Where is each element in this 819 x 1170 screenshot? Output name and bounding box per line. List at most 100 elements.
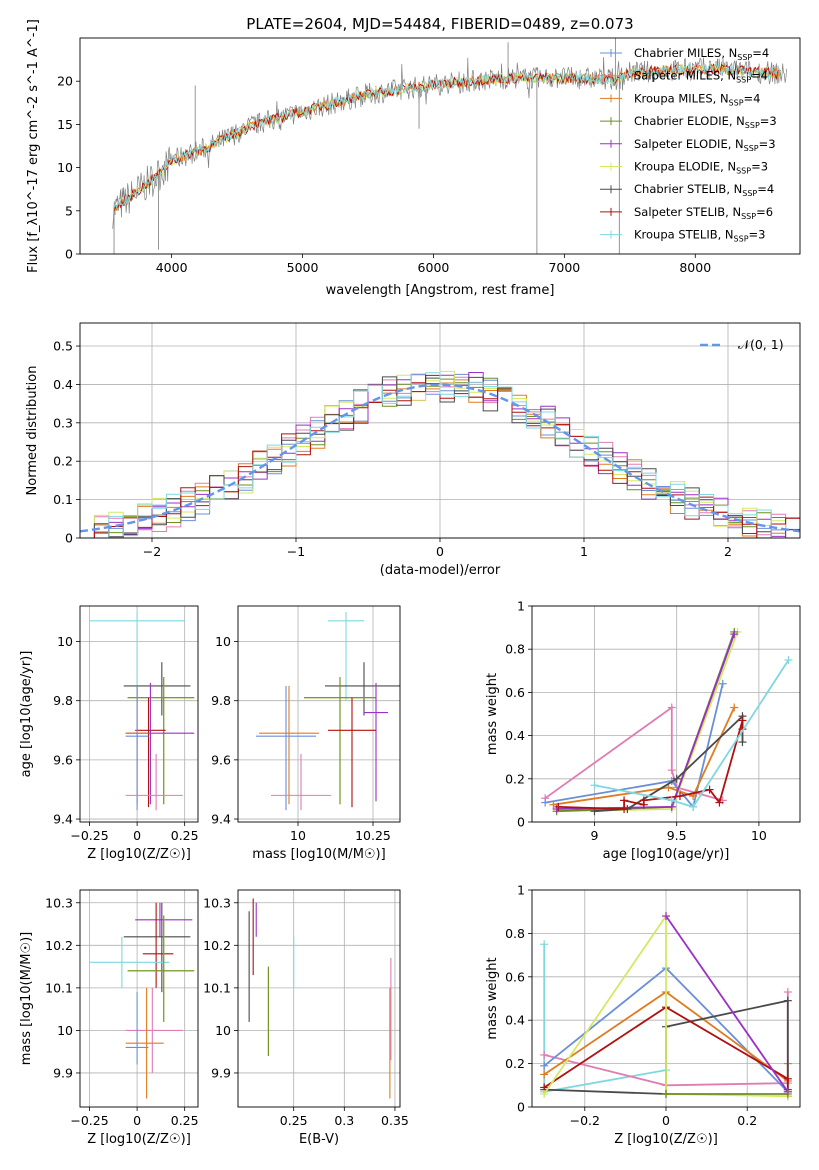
x-tick-label: 0.25 bbox=[280, 1113, 308, 1128]
axes-age_vs_Z: −0.25 0 0.25 9.4 9.6 9.8 10 Z [log10(Z/Z☉)] age … bbox=[19, 605, 199, 862]
axes-residuals: −2 −1 0 1 2 0 0.1 0.2 0.3 0.4 0.5 (data-model)/erro… bbox=[25, 322, 801, 578]
x-tick-label: 9 bbox=[591, 828, 599, 843]
series-line-kroupa_elodie bbox=[543, 913, 788, 1098]
x-tick-label: −0.2 bbox=[570, 1113, 600, 1128]
y-tick-label: 1 bbox=[517, 883, 525, 898]
plot-area-age_vs_Z bbox=[89, 611, 195, 811]
axes-frame bbox=[237, 889, 401, 1108]
plot-area-mass_vs_Z bbox=[89, 902, 195, 1099]
y-tick-label: 10 bbox=[57, 634, 73, 649]
y-tick-label: 9.9 bbox=[53, 1065, 73, 1080]
legend-subscript: SSP bbox=[744, 144, 759, 153]
axes-mass_weight_vs_age: 9 9.5 10 0 0.2 0.4 0.6 0.8 1 age [log10(age/yr)] m… bbox=[485, 599, 801, 862]
x-axis-label: wavelength [Angstrom, rest frame] bbox=[326, 283, 555, 298]
y-tick-label: 10.1 bbox=[203, 980, 231, 995]
y-tick-label: 9.4 bbox=[53, 812, 73, 827]
x-tick-label: −0.25 bbox=[70, 1113, 108, 1128]
series-line-kroupa_stelib bbox=[594, 659, 790, 808]
x-tick-label: −0.25 bbox=[70, 828, 108, 843]
x-tick-label: 10.25 bbox=[355, 828, 391, 843]
legend-label: Salpeter ELODIE, NSSP=3 bbox=[634, 137, 776, 153]
normal-curve bbox=[80, 383, 800, 533]
x-axis-label: E(B-V) bbox=[299, 1132, 339, 1147]
x-tick-label: 0 bbox=[662, 1113, 670, 1128]
x-tick-label: 0.25 bbox=[171, 1113, 199, 1128]
y-tick-label: 9.8 bbox=[53, 693, 73, 708]
y-tick-label: 15 bbox=[57, 117, 73, 132]
plot-area-residuals bbox=[80, 370, 800, 538]
y-tick-label: 10 bbox=[215, 634, 231, 649]
y-tick-label: 0 bbox=[65, 531, 73, 546]
axes-age_vs_mass: 10 10.25 9.4 9.6 9.8 10 mass [log10(M/M☉)] bbox=[211, 605, 401, 862]
axes-frame bbox=[79, 37, 801, 255]
y-tick-label: 9.6 bbox=[211, 752, 231, 767]
y-axis-label: Normed distribution bbox=[25, 366, 40, 496]
series-line-kroupa_miles bbox=[553, 707, 736, 806]
axes-frame bbox=[531, 605, 801, 823]
grid-mass_weight_vs_age bbox=[532, 605, 800, 823]
x-tick-label: 9.5 bbox=[667, 828, 687, 843]
x-tick-label: −1 bbox=[287, 544, 305, 559]
plot-area-mass_weight_vs_age bbox=[541, 627, 793, 816]
legend-subscript: SSP bbox=[734, 235, 749, 244]
y-tick-label: 0.8 bbox=[505, 926, 525, 941]
y-tick-label: 5 bbox=[65, 203, 73, 218]
x-axis-label: mass [log10(M/M☉)] bbox=[252, 847, 385, 862]
legend-subscript: SSP bbox=[745, 121, 760, 130]
y-tick-label: 10 bbox=[57, 1023, 73, 1038]
legend-subscript: SSP bbox=[736, 76, 751, 85]
grid-mass_vs_Z bbox=[80, 890, 198, 1107]
y-tick-label: 10 bbox=[57, 160, 73, 175]
legend-label: 𝒩(0, 1) bbox=[738, 337, 784, 352]
legend-rest: =4 bbox=[751, 69, 768, 83]
y-axis-label: mass weight bbox=[485, 673, 500, 755]
legend-rest: =3 bbox=[760, 114, 777, 128]
y-tick-label: 9.4 bbox=[211, 812, 231, 827]
x-tick-label: 0 bbox=[133, 828, 141, 843]
legend-label: Salpeter STELIB, NSSP=6 bbox=[634, 205, 773, 221]
x-tick-label: 4000 bbox=[156, 260, 188, 275]
y-tick-label: 0 bbox=[517, 815, 525, 830]
y-tick-label: 0.4 bbox=[53, 377, 73, 392]
legend-rest: =4 bbox=[744, 91, 761, 105]
x-tick-label: 0.3 bbox=[334, 1113, 354, 1128]
axes-frame bbox=[237, 605, 401, 823]
y-tick-label: 10.3 bbox=[45, 895, 73, 910]
y-axis-label: age [log10(age/yr)] bbox=[19, 651, 34, 778]
legend-subscript: SSP bbox=[742, 189, 757, 198]
legend-label: Chabrier STELIB, NSSP=4 bbox=[634, 182, 774, 198]
y-tick-label: 9.8 bbox=[211, 693, 231, 708]
legend-rest: =3 bbox=[751, 160, 768, 174]
legend-rest: =4 bbox=[757, 182, 774, 196]
legend-spectrum: Chabrier MILES, NSSP=4 Salpeter MILES, NS… bbox=[600, 46, 777, 244]
x-tick-label: 0 bbox=[436, 544, 444, 559]
plot-area-mass_vs_EBV bbox=[248, 898, 392, 1099]
x-axis-label: Z [log10(Z/Z☉)] bbox=[87, 847, 191, 862]
legend-label: Kroupa MILES, NSSP=4 bbox=[634, 91, 760, 107]
legend-label: Chabrier MILES, NSSP=4 bbox=[634, 46, 769, 62]
grid-age_vs_Z bbox=[80, 606, 198, 822]
axes-frame bbox=[79, 605, 199, 823]
x-tick-label: 0.35 bbox=[381, 1113, 409, 1128]
x-tick-label: 6000 bbox=[418, 260, 450, 275]
y-tick-label: 9.6 bbox=[53, 752, 73, 767]
x-tick-label: 8000 bbox=[679, 260, 711, 275]
legend-residuals: 𝒩(0, 1) bbox=[700, 337, 784, 352]
legend-label: Chabrier ELODIE, NSSP=3 bbox=[634, 114, 777, 130]
series-line-salpeter_elodie bbox=[665, 915, 789, 1093]
model-spectrum-kroupa_stelib bbox=[113, 62, 781, 209]
figure-title: PLATE=2604, MJD=54484, FIBERID=0489, z=0… bbox=[246, 15, 633, 33]
x-tick-label: 1 bbox=[580, 544, 588, 559]
x-axis-label: age [log10(age/yr)] bbox=[603, 847, 730, 862]
y-tick-label: 0.1 bbox=[53, 492, 73, 507]
x-tick-label: −2 bbox=[143, 544, 161, 559]
legend-subscript: SSP bbox=[736, 167, 751, 176]
x-tick-label: 5000 bbox=[287, 260, 319, 275]
axes-frame bbox=[79, 889, 199, 1108]
y-tick-label: 0 bbox=[65, 247, 73, 262]
y-tick-label: 0.6 bbox=[505, 969, 525, 984]
y-tick-label: 10.2 bbox=[45, 938, 73, 953]
axes-mass_weight_vs_Z: −0.2 0 0.2 0 0.2 0.4 0.6 0.8 1 Z [log10(Z/Z☉)] mas… bbox=[485, 883, 801, 1147]
y-tick-label: 20 bbox=[57, 74, 73, 89]
